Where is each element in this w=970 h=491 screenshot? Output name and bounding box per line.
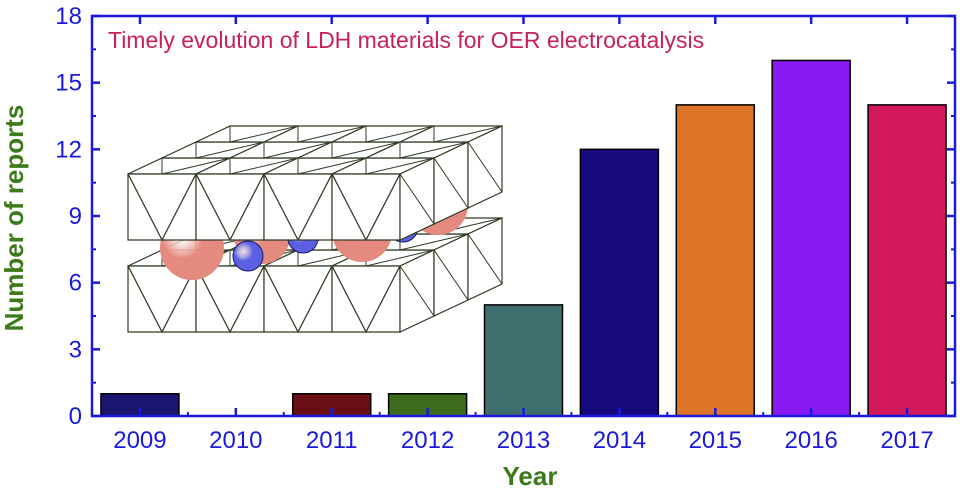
y-tick-label: 15 <box>55 70 82 97</box>
bar-2013 <box>483 304 564 417</box>
x-tick-label: 2010 <box>209 427 262 454</box>
octahedron-edge <box>399 265 435 317</box>
bar-2015 <box>675 104 756 417</box>
octahedron-edge <box>297 157 367 175</box>
x-tick-label: 2017 <box>880 427 933 454</box>
octahedron-face <box>127 173 163 241</box>
octahedron-edge <box>433 157 469 209</box>
octahedron-edge <box>365 125 435 143</box>
y-tick-label: 6 <box>69 270 82 297</box>
octahedron-face <box>195 265 231 333</box>
x-tick-label: 2016 <box>784 427 837 454</box>
bar-2016 <box>771 59 851 417</box>
octahedron-edge <box>399 141 469 159</box>
octahedron-face <box>331 265 367 333</box>
octahedron-edge <box>331 141 401 159</box>
octahedron-edge <box>195 141 265 159</box>
octahedron-face <box>195 173 231 241</box>
octahedron-face <box>263 173 299 241</box>
chart-title: Timely evolution of LDH materials for OE… <box>108 27 704 53</box>
octahedron-edge <box>433 125 503 143</box>
y-tick-label: 0 <box>69 403 82 430</box>
octahedron-edge <box>365 249 435 267</box>
x-axis-title: Year <box>503 461 558 491</box>
octahedra-layer <box>127 125 503 242</box>
y-tick-labels: 0 3 6 9 12 15 18 <box>55 3 82 430</box>
octahedron-face <box>331 173 367 241</box>
octahedron-edge <box>467 141 503 193</box>
ldh-structure-illustration <box>127 125 503 334</box>
x-tick-label: 2013 <box>497 427 550 454</box>
octahedron-face <box>263 265 299 333</box>
bar-2014 <box>579 148 660 417</box>
x-tick-label: 2009 <box>113 427 166 454</box>
bars-group <box>100 59 947 417</box>
octahedron-edge <box>297 125 367 143</box>
x-tick-label: 2011 <box>306 427 358 454</box>
y-tick-label: 9 <box>69 203 82 230</box>
x-tick-label: 2012 <box>401 427 454 454</box>
ticks-group <box>91 14 956 418</box>
octahedron-face <box>127 265 163 333</box>
octahedron-edge <box>467 233 503 285</box>
octahedron-edge <box>161 157 231 175</box>
octahedron-edge <box>263 141 333 159</box>
bar-2017 <box>867 104 947 417</box>
octahedron-edge <box>433 249 469 301</box>
octahedron-edge <box>365 157 435 175</box>
cation-sphere <box>232 240 264 272</box>
x-tick-labels: 2009 2010 2011 2012 2013 2014 2015 2016 2017 <box>113 427 934 454</box>
octahedron-edge <box>399 173 435 225</box>
y-tick-label: 3 <box>69 336 82 363</box>
octahedron-edge <box>229 157 299 175</box>
x-tick-label: 2014 <box>593 427 646 454</box>
y-axis-title: Number of reports <box>0 105 29 332</box>
y-tick-label: 12 <box>55 136 82 163</box>
octahedron-edge <box>229 125 299 143</box>
y-tick-label: 18 <box>55 3 82 30</box>
x-tick-label: 2015 <box>689 427 742 454</box>
octahedron-edge <box>399 233 469 251</box>
